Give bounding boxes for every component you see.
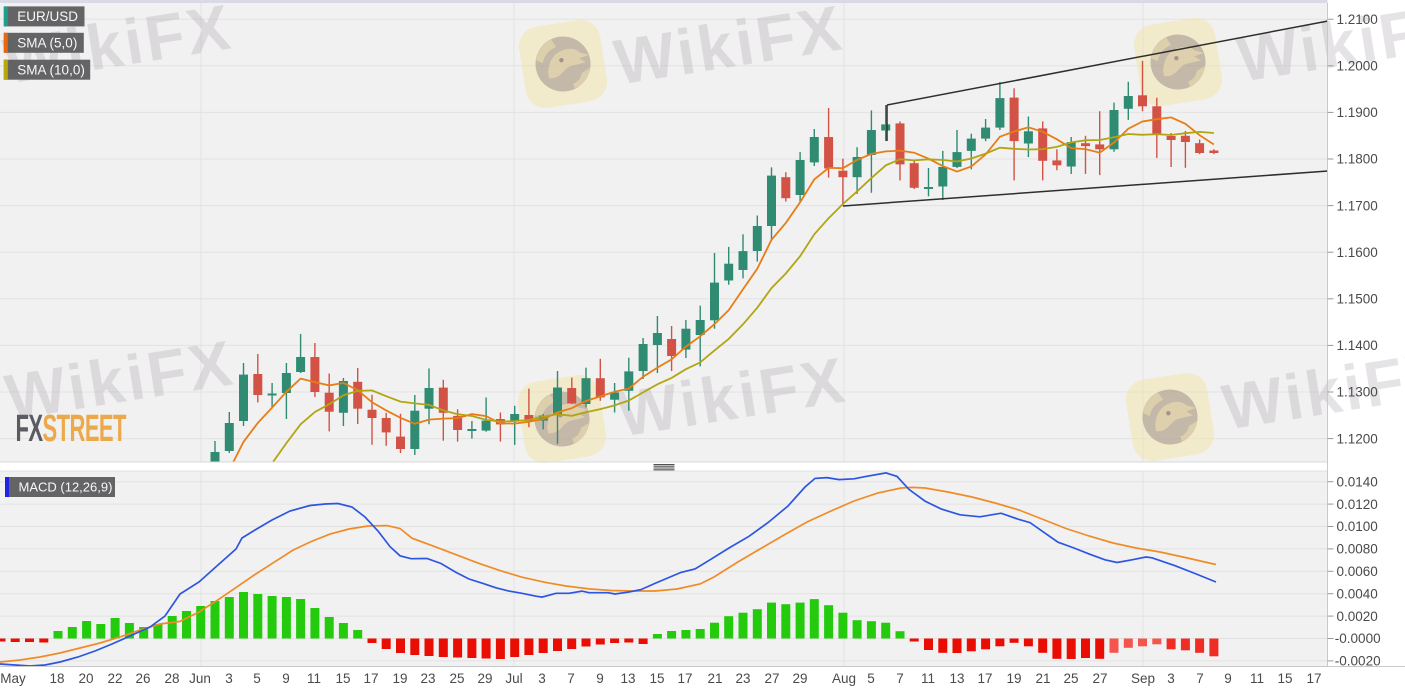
svg-text:May: May (0, 671, 26, 686)
svg-text:13: 13 (949, 671, 964, 686)
svg-text:1.2100: 1.2100 (1337, 12, 1378, 27)
svg-text:FXSTREET: FXSTREET (16, 407, 127, 450)
svg-text:1.1800: 1.1800 (1337, 152, 1378, 167)
svg-text:15: 15 (1277, 671, 1292, 686)
svg-text:9: 9 (282, 671, 290, 686)
svg-text:15: 15 (649, 671, 664, 686)
svg-text:11: 11 (307, 671, 321, 686)
svg-text:27: 27 (1092, 671, 1107, 686)
svg-text:9: 9 (1224, 671, 1232, 686)
svg-text:Jul: Jul (505, 671, 522, 686)
svg-text:22: 22 (107, 671, 122, 686)
svg-text:SMA (5,0): SMA (5,0) (17, 36, 77, 51)
svg-text:25: 25 (1063, 671, 1078, 686)
svg-text:18: 18 (49, 671, 64, 686)
svg-text:0.0140: 0.0140 (1337, 474, 1378, 489)
svg-text:11: 11 (921, 671, 935, 686)
svg-text:7: 7 (1196, 671, 1204, 686)
svg-text:21: 21 (707, 671, 722, 686)
svg-text:1.2000: 1.2000 (1337, 59, 1378, 74)
svg-text:7: 7 (896, 671, 904, 686)
svg-text:0.0100: 0.0100 (1337, 519, 1378, 534)
svg-text:0.0080: 0.0080 (1337, 542, 1378, 557)
svg-text:0.0020: 0.0020 (1337, 609, 1378, 624)
svg-text:Aug: Aug (832, 671, 856, 686)
svg-text:17: 17 (1306, 671, 1321, 686)
svg-text:0.0060: 0.0060 (1337, 564, 1378, 579)
svg-text:-0.0020: -0.0020 (1335, 654, 1381, 669)
svg-text:19: 19 (1006, 671, 1021, 686)
svg-text:3: 3 (225, 671, 233, 686)
svg-text:MACD (12,26,9): MACD (12,26,9) (19, 480, 113, 495)
svg-text:9: 9 (596, 671, 604, 686)
svg-text:23: 23 (420, 671, 435, 686)
svg-text:0.0040: 0.0040 (1337, 586, 1378, 601)
svg-text:1.1300: 1.1300 (1337, 385, 1378, 400)
svg-text:SMA (10,0): SMA (10,0) (17, 62, 85, 77)
svg-text:17: 17 (677, 671, 692, 686)
svg-text:26: 26 (135, 671, 150, 686)
svg-text:3: 3 (538, 671, 546, 686)
svg-text:17: 17 (363, 671, 378, 686)
svg-text:11: 11 (1250, 671, 1264, 686)
svg-text:-0.0000: -0.0000 (1335, 631, 1381, 646)
svg-text:7: 7 (567, 671, 575, 686)
svg-text:3: 3 (1167, 671, 1175, 686)
svg-text:29: 29 (792, 671, 807, 686)
svg-text:5: 5 (867, 671, 875, 686)
svg-text:0.0120: 0.0120 (1337, 497, 1378, 512)
svg-text:23: 23 (735, 671, 750, 686)
svg-text:21: 21 (1035, 671, 1050, 686)
svg-text:13: 13 (620, 671, 635, 686)
svg-text:1.1700: 1.1700 (1337, 198, 1378, 213)
svg-text:27: 27 (764, 671, 779, 686)
svg-text:15: 15 (335, 671, 350, 686)
svg-text:1.1200: 1.1200 (1337, 431, 1378, 446)
svg-text:19: 19 (392, 671, 407, 686)
svg-text:20: 20 (78, 671, 93, 686)
svg-text:29: 29 (477, 671, 492, 686)
svg-text:5: 5 (253, 671, 261, 686)
svg-text:17: 17 (977, 671, 992, 686)
svg-text:1.1600: 1.1600 (1337, 245, 1378, 260)
svg-text:28: 28 (164, 671, 179, 686)
svg-text:EUR/USD: EUR/USD (17, 9, 78, 24)
svg-text:Sep: Sep (1131, 671, 1155, 686)
svg-text:1.1900: 1.1900 (1337, 105, 1378, 120)
svg-text:1.1400: 1.1400 (1337, 338, 1378, 353)
svg-text:1.1500: 1.1500 (1337, 292, 1378, 307)
svg-text:25: 25 (449, 671, 464, 686)
svg-text:Jun: Jun (189, 671, 211, 686)
